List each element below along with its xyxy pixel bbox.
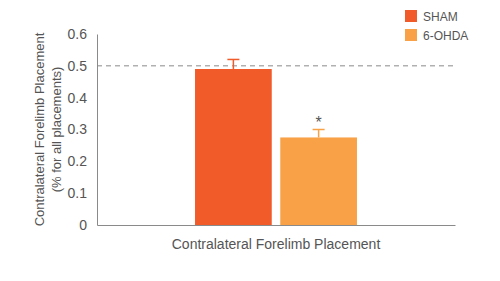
annotations: * [316,114,322,131]
y-tick: 0.4 [68,90,97,106]
bar [195,69,272,225]
x-tick-label: Contralateral Forelimb Placement [172,236,381,252]
error-bar [227,59,239,69]
y-tick: 0.1 [68,185,97,201]
error-bar-cap [227,59,239,61]
reference-line [97,65,455,66]
x-axis-line [98,225,456,226]
y-tick: 0.5 [68,58,97,74]
y-tick-label: 0.4 [68,90,88,106]
chart: 00.10.20.30.40.50.6Contralateral Forelim… [0,0,500,281]
y-tick: 0 [79,217,97,233]
y-tick: 0.6 [68,26,97,42]
y-tick-label: 0.1 [68,185,88,201]
y-axis-title-line: (% for all placements) [49,67,64,193]
y-tick-label: 0 [79,217,87,233]
plot-area [97,59,455,225]
legend-label: 6-OHDA [423,29,468,43]
legend-label: SHAM [423,10,458,24]
x-tick: Contralateral Forelimb Placement [172,225,381,252]
y-tick-label: 0.3 [68,121,88,137]
y-tick-label: 0.5 [68,58,88,74]
error-bar [313,130,325,138]
legend: SHAM 6-OHDA [405,10,468,43]
y-tick: 0.2 [68,153,97,169]
x-axis: Contralateral Forelimb Placement [98,225,456,252]
y-tick-label: 0.6 [68,26,88,42]
y-axis: 0 0.1 0.2 0.3 0.4 0.5 0.6 [68,26,98,233]
y-axis-line [97,35,98,226]
annotation: * [316,114,322,131]
legend-swatch [405,10,417,22]
y-tick: 0.3 [68,121,97,137]
legend-swatch [405,29,417,41]
error-bar-stem [318,130,320,138]
y-axis-title-line: Contralateral Forelimb Placement [32,32,47,226]
y-axis-title: Contralateral Forelimb Placement(% for a… [32,32,64,226]
y-tick-label: 0.2 [68,153,88,169]
bar [280,137,357,225]
error-bar-stem [233,59,235,69]
